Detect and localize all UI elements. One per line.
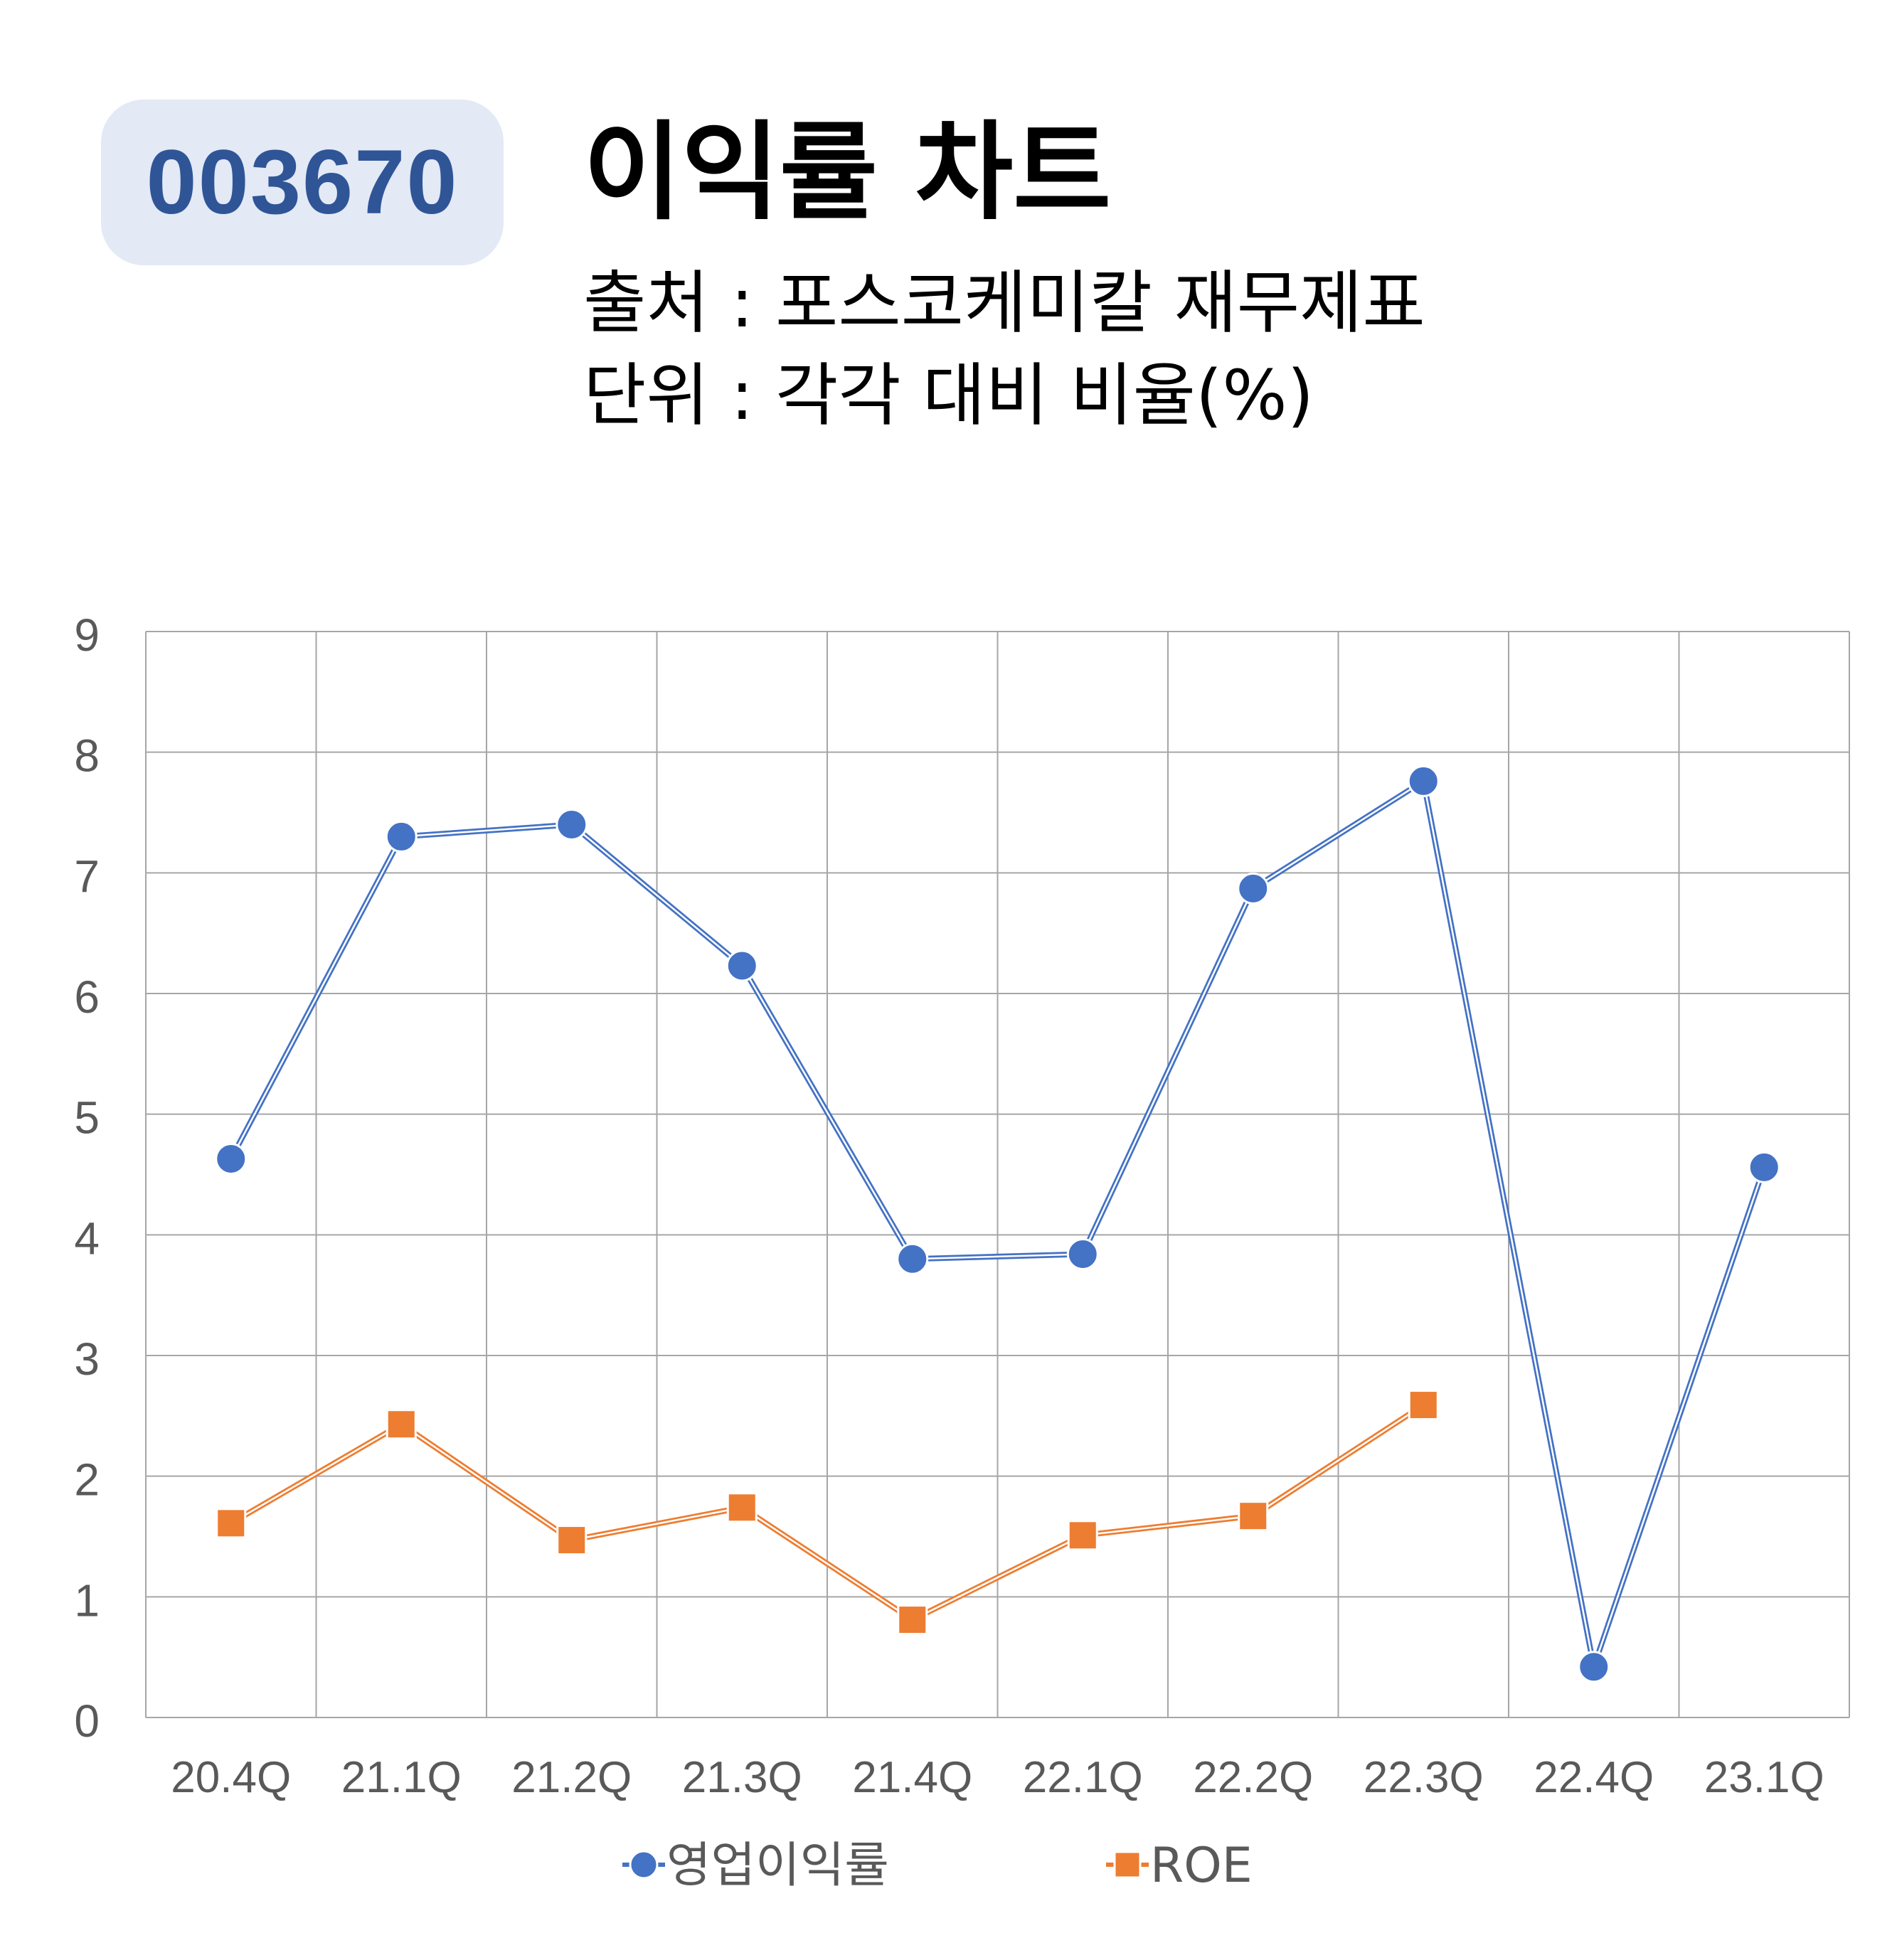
data-point: [215, 1142, 248, 1175]
data-point: [1066, 1237, 1099, 1270]
x-tick-label: 21.4Q: [852, 1753, 972, 1802]
x-tick-label: 22.3Q: [1364, 1753, 1484, 1802]
legend: 영업이익률 ROE: [622, 1838, 1253, 1894]
data-point: [1407, 765, 1440, 797]
x-tick-label: 21.2Q: [511, 1753, 632, 1802]
data-point: [556, 1525, 588, 1556]
axis-labels: 0 1 2 3 4 5 6 7 8 9 20.4Q 21.1Q 21.2Q 21.3Q 21.4Q 22.1Q…: [74, 609, 1824, 1802]
data-point: [556, 808, 588, 841]
x-tick-label: 22.1Q: [1023, 1753, 1143, 1802]
series-line-highlight: [230, 1404, 1424, 1621]
legend-marker-circle: [629, 1850, 659, 1880]
stock-code-badge: 003670: [101, 100, 504, 265]
data-point: [216, 1508, 247, 1539]
data-point: [1237, 872, 1270, 905]
grid-lines: [145, 631, 1850, 1718]
data-point: [1578, 1651, 1610, 1683]
y-tick-label: 3: [74, 1333, 100, 1385]
x-tick-label: 22.4Q: [1534, 1753, 1654, 1802]
x-tick-label: 21.3Q: [682, 1753, 802, 1802]
y-tick-label: 0: [74, 1695, 100, 1747]
data-point: [1238, 1501, 1269, 1532]
x-tick-label: 21.1Q: [341, 1753, 462, 1802]
stock-code: 003670: [146, 132, 459, 233]
legend-marker-square: [1113, 1850, 1142, 1879]
y-tick-label: 2: [74, 1454, 100, 1506]
y-tick-label: 1: [74, 1575, 100, 1626]
series-line-highlight: [230, 780, 1765, 1668]
y-tick-label: 4: [74, 1213, 100, 1264]
data-point: [1408, 1390, 1439, 1421]
y-tick-label: 6: [74, 971, 100, 1023]
data-point: [897, 1604, 928, 1636]
data-point: [1067, 1520, 1098, 1551]
legend-label: ROE: [1150, 1838, 1253, 1894]
x-tick-label: 22.2Q: [1193, 1753, 1313, 1802]
y-tick-label: 5: [74, 1092, 100, 1144]
y-tick-label: 7: [74, 851, 100, 902]
x-tick-label: 20.4Q: [171, 1753, 291, 1802]
data-point: [726, 1492, 758, 1523]
legend-label: 영업이익률: [666, 1838, 889, 1894]
data-point: [896, 1242, 929, 1275]
source-label: 출처 : 포스코케미칼 재무제표: [583, 263, 1425, 343]
data-point: [1748, 1151, 1780, 1183]
series-lines: [215, 765, 1780, 1683]
data-point: [386, 1409, 417, 1440]
chart-title: 이익률 차트: [583, 111, 1112, 235]
data-point: [385, 820, 418, 853]
data-point: [726, 949, 758, 982]
y-tick-label: 8: [74, 730, 100, 782]
y-tick-label: 9: [74, 609, 100, 661]
unit-label: 단위 : 각각 대비 비율(%): [583, 356, 1314, 435]
x-tick-label: 23.1Q: [1704, 1753, 1824, 1802]
